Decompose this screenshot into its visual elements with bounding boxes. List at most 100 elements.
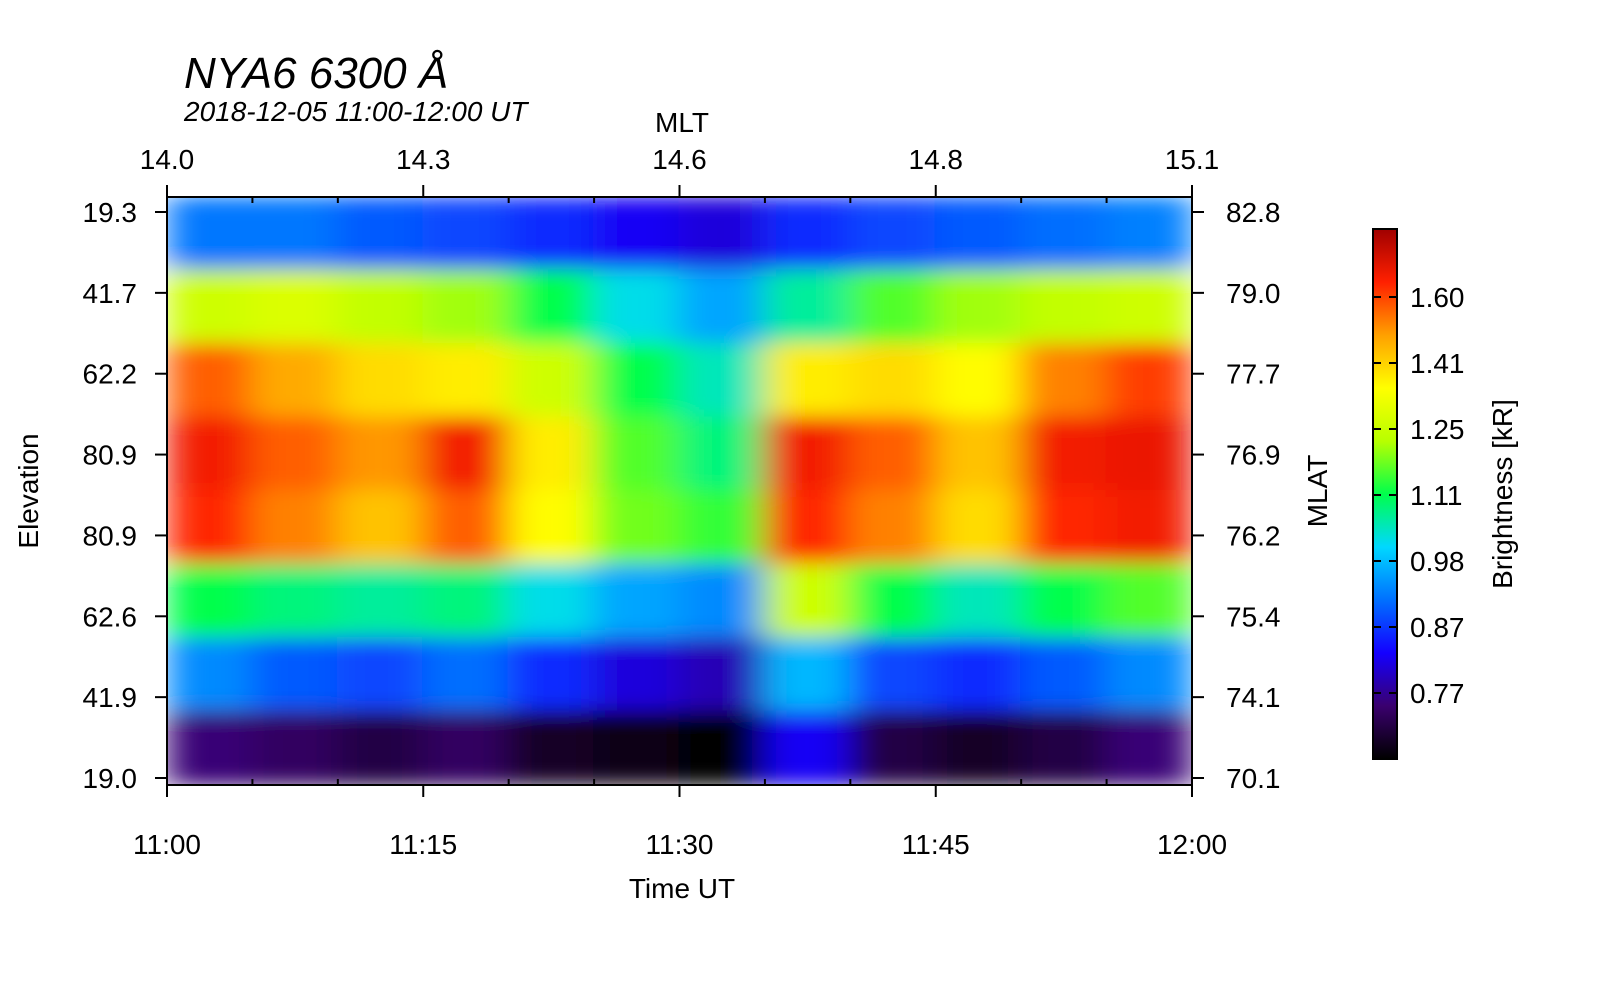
heatmap-cell — [763, 637, 852, 713]
heatmap-cell — [336, 269, 425, 345]
heatmap-cell — [763, 343, 852, 419]
colorbar-tick-label: 1.11 — [1410, 480, 1462, 511]
axis-ticks — [155, 185, 1204, 797]
heatmap-cell — [678, 490, 766, 566]
heatmap-cell — [251, 343, 339, 419]
y-tick-label: 19.0 — [83, 763, 138, 794]
heatmap-cell — [1105, 637, 1192, 713]
heatmap-cell — [1105, 710, 1192, 785]
heatmap-cell — [934, 343, 1023, 419]
heatmap-cell — [678, 197, 766, 272]
heatmap-cell — [1105, 416, 1192, 492]
heatmap-cell — [422, 197, 510, 272]
heatmap-cell — [934, 490, 1023, 566]
heatmap-cell — [336, 490, 425, 566]
heatmap-cell — [251, 637, 339, 713]
top-axis-label: MLT — [655, 107, 709, 138]
heatmap-cell — [849, 637, 937, 713]
heatmap-cell — [763, 269, 852, 345]
heatmap-cell — [593, 269, 681, 345]
heatmap-cell — [1020, 710, 1108, 785]
x-tick-label: 11:45 — [902, 829, 970, 860]
right-axis-label: MLAT — [1302, 455, 1333, 528]
heatmap-cell — [1105, 490, 1192, 566]
heatmap-cell — [507, 710, 596, 785]
y-tick-label: 80.9 — [83, 440, 138, 471]
heatmap-cell — [507, 269, 596, 345]
y-tick-label: 19.3 — [83, 197, 138, 228]
heatmap-cell — [336, 637, 425, 713]
heatmap-cell — [336, 710, 425, 785]
heatmap-cell — [849, 710, 937, 785]
x-tick-label: 11:00 — [133, 829, 201, 860]
heatmap-cell — [1020, 637, 1108, 713]
heatmap-cell — [1105, 269, 1192, 345]
heatmap-cell — [849, 563, 937, 639]
top-tick-label: 15.1 — [1165, 144, 1220, 175]
heatmap-cell — [678, 343, 766, 419]
heatmap-cell — [167, 637, 254, 713]
heatmap-cell — [763, 710, 852, 785]
x-tick-label: 11:15 — [389, 829, 457, 860]
heatmap-cell — [593, 416, 681, 492]
heatmap-cell — [167, 343, 254, 419]
heatmap-cell — [849, 416, 937, 492]
heatmap-cell — [1020, 197, 1108, 272]
heatmap-cell — [1020, 269, 1108, 345]
chart-subtitle: 2018-12-05 11:00-12:00 UT — [183, 96, 529, 127]
heatmap-cell — [507, 416, 596, 492]
tick-labels: 11:00 11:15 11:30 11:45 12:00 14.0 14.3 14.6 14.… — [83, 144, 1281, 860]
heatmap-cell — [167, 269, 254, 345]
heatmap-cell — [593, 197, 681, 272]
right-tick-label: 77.7 — [1226, 359, 1281, 390]
heatmap-cell — [763, 490, 852, 566]
top-tick-label: 14.0 — [140, 144, 195, 175]
heatmap-cell — [507, 343, 596, 419]
heatmap-cell — [934, 710, 1023, 785]
x-tick-label: 11:30 — [646, 829, 714, 860]
heatmap-cell — [849, 490, 937, 566]
heatmap-cell — [763, 416, 852, 492]
colorbar-tick-label: 1.60 — [1410, 282, 1465, 313]
colorbar-tick-label: 1.41 — [1410, 348, 1465, 379]
heatmap-cell — [422, 269, 510, 345]
heatmap-cell — [336, 197, 425, 272]
heatmap-cell — [1020, 563, 1108, 639]
y-tick-label: 80.9 — [83, 520, 138, 551]
heatmap-cell — [422, 490, 510, 566]
top-tick-label: 14.6 — [652, 144, 707, 175]
heatmap-cell — [934, 563, 1023, 639]
heatmap-cell — [593, 563, 681, 639]
y-tick-label: 41.7 — [83, 278, 138, 309]
heatmap-cell — [678, 269, 766, 345]
heatmap-cell — [336, 343, 425, 419]
colorbar-tick-label: 0.87 — [1410, 612, 1465, 643]
right-tick-label: 75.4 — [1226, 601, 1281, 632]
heatmap-cell — [593, 490, 681, 566]
heatmap-cell — [422, 343, 510, 419]
y-tick-label: 41.9 — [83, 682, 138, 713]
heatmap-cell — [1020, 490, 1108, 566]
heatmap-cell — [849, 197, 937, 272]
heatmap-cell — [1020, 416, 1108, 492]
heatmap-cell — [251, 269, 339, 345]
heatmap-cell — [1020, 343, 1108, 419]
right-tick-label: 76.2 — [1226, 520, 1281, 551]
heatmap-cell — [507, 490, 596, 566]
right-tick-label: 74.1 — [1226, 682, 1281, 713]
heatmap-cell — [167, 416, 254, 492]
heatmap-cell — [934, 416, 1023, 492]
right-tick-label: 70.1 — [1226, 763, 1281, 794]
heatmap-cell — [849, 343, 937, 419]
x-axis-label: Time UT — [629, 873, 735, 904]
heatmap-cell — [422, 710, 510, 785]
heatmap-cell — [593, 637, 681, 713]
heatmap-cell — [763, 563, 852, 639]
heatmap-cell — [678, 710, 766, 785]
heatmap-cell — [251, 710, 339, 785]
heatmap-cell — [422, 563, 510, 639]
heatmap-cell — [251, 197, 339, 272]
heatmap-cell — [422, 416, 510, 492]
heatmap-cell — [251, 490, 339, 566]
heatmap-cell — [1105, 563, 1192, 639]
